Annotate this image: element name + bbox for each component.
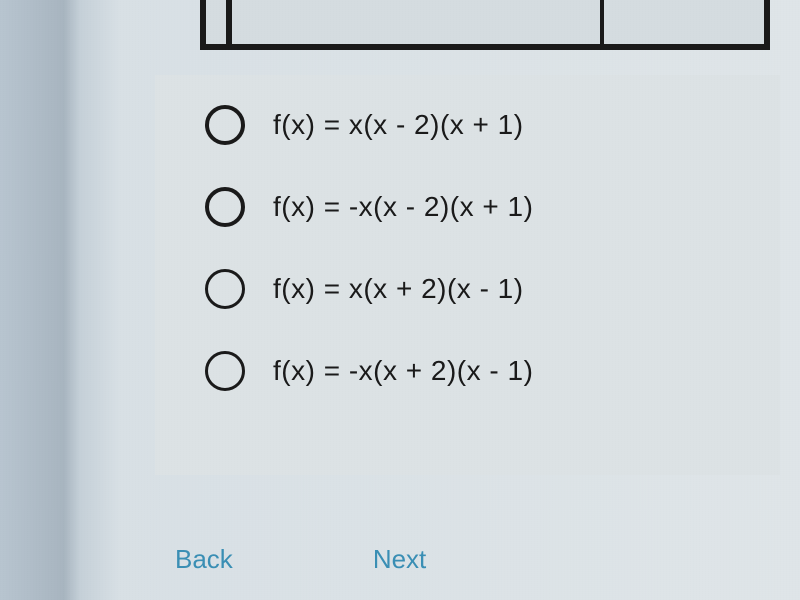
back-button[interactable]: Back [175, 544, 233, 575]
next-button[interactable]: Next [373, 544, 426, 575]
option-label: f(x) = x(x + 2)(x - 1) [273, 273, 524, 305]
radio-option-4[interactable] [205, 351, 245, 391]
radio-option-1[interactable] [205, 105, 245, 145]
option-row: f(x) = x(x + 2)(x - 1) [205, 269, 750, 309]
option-label: f(x) = -x(x + 2)(x - 1) [273, 355, 533, 387]
option-label: f(x) = x(x - 2)(x + 1) [273, 109, 524, 141]
options-card: f(x) = x(x - 2)(x + 1) f(x) = -x(x - 2)(… [155, 75, 780, 475]
radio-option-3[interactable] [205, 269, 245, 309]
radio-option-2[interactable] [205, 187, 245, 227]
option-label: f(x) = -x(x - 2)(x + 1) [273, 191, 533, 223]
grid-fragment [200, 0, 770, 50]
nav-container: Back Next [175, 544, 426, 575]
option-row: f(x) = -x(x - 2)(x + 1) [205, 187, 750, 227]
option-row: f(x) = x(x - 2)(x + 1) [205, 105, 750, 145]
option-row: f(x) = -x(x + 2)(x - 1) [205, 351, 750, 391]
